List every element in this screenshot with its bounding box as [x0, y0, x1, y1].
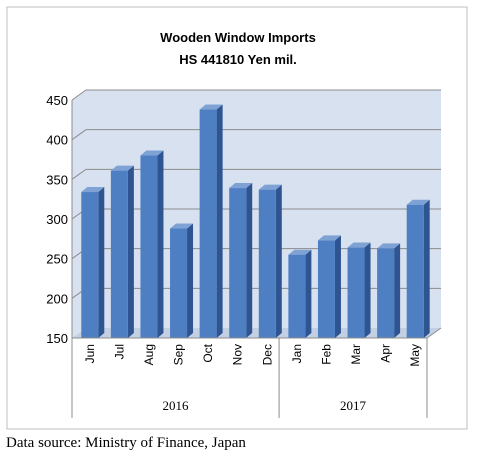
- bar: [229, 183, 253, 338]
- x-tick-label: Nov: [231, 344, 245, 365]
- bar-front: [288, 254, 306, 338]
- bar: [170, 223, 194, 338]
- bar-side: [364, 242, 371, 338]
- bar-front: [229, 188, 247, 338]
- bar-front: [317, 240, 335, 338]
- bar-side: [98, 187, 105, 338]
- y-tick-label: 200: [46, 291, 68, 306]
- bar-side: [246, 183, 253, 338]
- x-tick-label: Apr: [379, 344, 393, 363]
- x-tick-label: Sep: [172, 344, 186, 366]
- x-tick-label: Jun: [83, 344, 97, 363]
- bar-front: [406, 204, 424, 338]
- bar: [406, 199, 430, 338]
- bar-side: [394, 243, 401, 338]
- bar-side: [187, 223, 194, 338]
- bar-top: [81, 187, 105, 193]
- bar: [81, 187, 105, 338]
- bar-side: [275, 184, 282, 338]
- group-label: 2017: [340, 398, 367, 413]
- group-label: 2016: [163, 398, 190, 413]
- bar-side: [305, 249, 312, 338]
- bar: [317, 235, 341, 338]
- bar-side: [127, 165, 134, 338]
- x-tick-label: Jul: [112, 344, 126, 359]
- source-note: Data source: Ministry of Finance, Japan: [6, 435, 246, 451]
- bar-front: [110, 170, 128, 338]
- bar-top: [140, 150, 164, 156]
- bar-top: [347, 242, 371, 248]
- x-tick-label: May: [408, 344, 422, 367]
- y-tick-label: 300: [46, 212, 68, 227]
- bar-top: [406, 199, 430, 205]
- bar-top: [317, 235, 341, 241]
- bar: [288, 249, 312, 338]
- y-tick-label: 150: [46, 331, 68, 346]
- x-axis-depth: [426, 327, 442, 339]
- bar-top: [377, 243, 401, 249]
- x-tick-label: Oct: [201, 343, 215, 362]
- y-tick-label: 350: [46, 172, 68, 187]
- bar-front: [140, 155, 158, 338]
- bar-top: [229, 183, 253, 189]
- bar-top: [258, 184, 282, 190]
- bar-front: [347, 247, 365, 338]
- gridline: [71, 129, 441, 141]
- axes: 150 200 250 300 350 400 450 Jun Jul Aug Sep Oct Nov D…: [46, 93, 442, 418]
- bar-top: [110, 165, 134, 171]
- x-tick-label: Dec: [260, 344, 274, 365]
- bar: [377, 243, 401, 338]
- bar: [258, 184, 282, 338]
- gridline: [71, 89, 441, 101]
- bar-front: [170, 228, 188, 338]
- y-tick-label: 450: [46, 93, 68, 108]
- y-tick-label: 250: [46, 252, 68, 267]
- bar-front: [377, 248, 395, 338]
- bar-front: [81, 192, 99, 338]
- bar-side: [423, 199, 430, 338]
- y-tick-label: 400: [46, 133, 68, 148]
- gridline: [71, 168, 441, 180]
- bar-top: [288, 249, 312, 255]
- bar-front: [199, 109, 217, 339]
- x-tick-label: Feb: [319, 344, 333, 365]
- bar-side: [334, 235, 341, 338]
- bar-top: [199, 104, 223, 110]
- x-tick-label: Mar: [349, 344, 363, 365]
- x-tick-label: Jan: [290, 344, 304, 363]
- chart-subtitle: HS 441810 Yen mil.: [179, 52, 297, 67]
- bar-top: [170, 223, 194, 229]
- bar: [110, 165, 134, 338]
- bar: [140, 150, 164, 338]
- bar-series: [81, 104, 430, 339]
- bar-front: [258, 189, 276, 338]
- bar: [199, 104, 223, 339]
- bar: [347, 242, 371, 338]
- x-tick-label: Aug: [142, 344, 156, 365]
- bar-side: [157, 150, 164, 338]
- bar-side: [216, 104, 223, 339]
- chart-title: Wooden Window Imports: [160, 30, 316, 45]
